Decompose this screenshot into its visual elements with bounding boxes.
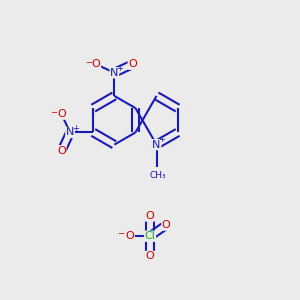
Text: O: O: [146, 211, 154, 221]
Text: −: −: [85, 58, 92, 67]
Text: N: N: [110, 68, 118, 78]
Text: O: O: [162, 220, 170, 230]
Text: +: +: [158, 135, 165, 144]
Text: +: +: [116, 64, 123, 73]
Text: N: N: [152, 140, 161, 150]
Text: O: O: [146, 251, 154, 261]
Text: O: O: [125, 231, 134, 241]
Text: O: O: [128, 59, 137, 69]
Text: −: −: [117, 230, 124, 238]
Text: O: O: [92, 59, 100, 69]
Text: Cl: Cl: [145, 231, 155, 241]
Text: N: N: [66, 128, 74, 137]
Text: O: O: [57, 146, 66, 156]
Text: CH₃: CH₃: [150, 171, 166, 180]
Text: +: +: [72, 124, 79, 133]
Text: −: −: [50, 108, 57, 117]
Text: O: O: [57, 109, 66, 119]
